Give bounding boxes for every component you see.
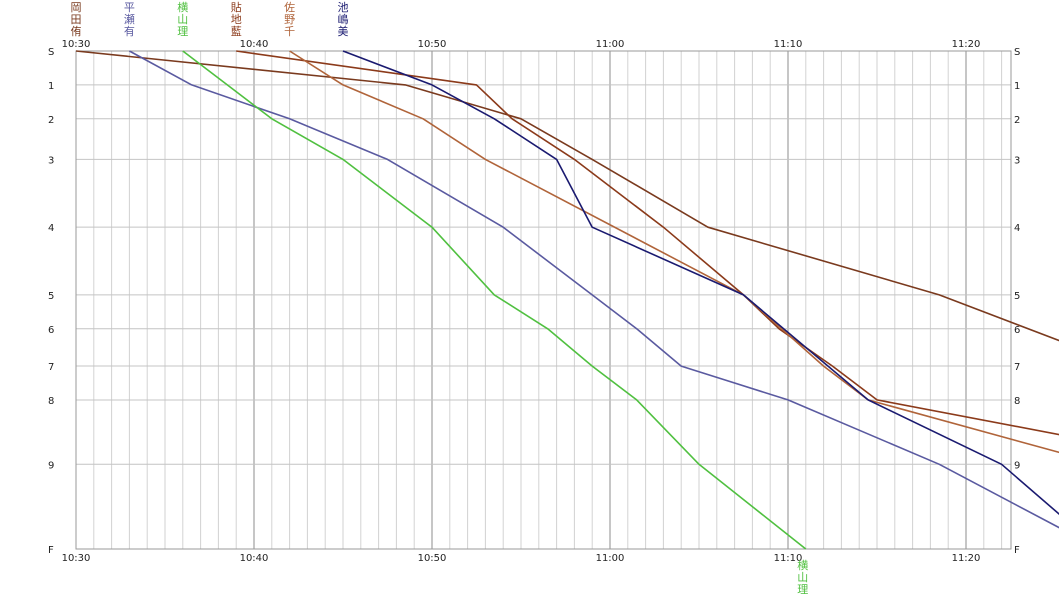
stop-label-right: 7 [1014,362,1020,373]
x-tick-label-top: 11:20 [952,39,981,50]
start-label-3: 横山理 [177,0,188,38]
stop-label-right: F [1014,545,1020,556]
stop-label-left: 3 [48,155,54,166]
stop-label-left: 2 [48,115,54,126]
stop-label-right: 5 [1014,291,1020,302]
x-tick-label-bottom: 11:10 [774,553,803,564]
start-label-6: 池嶋美 [338,1,349,38]
finish-label-1: 横山理 [797,558,808,596]
stop-label-left: 7 [48,362,54,373]
stop-label-right: 4 [1014,223,1020,234]
grid [75,50,1011,550]
stop-label-left: 9 [48,460,54,471]
stop-label-right: 9 [1014,460,1020,471]
series-line-4 [236,50,1059,436]
stop-label-right: S [1014,47,1020,58]
stop-label-right: 1 [1014,81,1020,92]
stop-label-left: S [48,47,54,58]
start-label-5: 佐野千 [284,0,295,38]
series-line-2 [129,50,1059,529]
x-tick-label-top: 11:00 [596,39,625,50]
start-label-1: 岡田侑 [71,1,82,38]
stop-label-left: 4 [48,223,54,234]
x-tick-label-bottom: 10:30 [62,553,91,564]
x-tick-label-top: 10:40 [240,39,269,50]
x-tick-label-top: 10:50 [418,39,447,50]
series-line-5 [289,50,1059,454]
x-tick-label-top: 10:30 [62,39,91,50]
x-tick-label-bottom: 10:40 [240,553,269,564]
stop-label-left: 5 [48,291,54,302]
stop-label-right: 6 [1014,325,1020,336]
stop-label-right: 3 [1014,155,1020,166]
x-tick-label-bottom: 10:50 [418,553,447,564]
axes: 10:30 10:30 10:40 10:40 10:50 10:50 11:00 11:00… [48,39,1020,564]
series-line-1 [75,50,1059,342]
series-line-3 [182,50,807,550]
runner-labels: 岡田侑平瀬有横山理貼地藍佐野千池嶋美横山理平瀬有池嶋美岡田侑貼地藍佐野千 [71,0,809,596]
stop-label-left: F [48,545,54,556]
stop-label-right: 8 [1014,396,1020,407]
stop-label-left: 1 [48,81,54,92]
series-lines [75,50,1059,550]
start-label-4: 貼地藍 [231,0,242,38]
stop-label-left: 8 [48,396,54,407]
x-tick-label-top: 11:10 [774,39,803,50]
plot-frame [75,50,1012,550]
x-tick-label-bottom: 11:00 [596,553,625,564]
stop-label-left: 6 [48,325,54,336]
series-line-6 [342,50,1059,516]
x-tick-label-bottom: 11:20 [952,553,981,564]
stop-label-right: 2 [1014,115,1020,126]
start-label-2: 平瀬有 [124,1,135,38]
